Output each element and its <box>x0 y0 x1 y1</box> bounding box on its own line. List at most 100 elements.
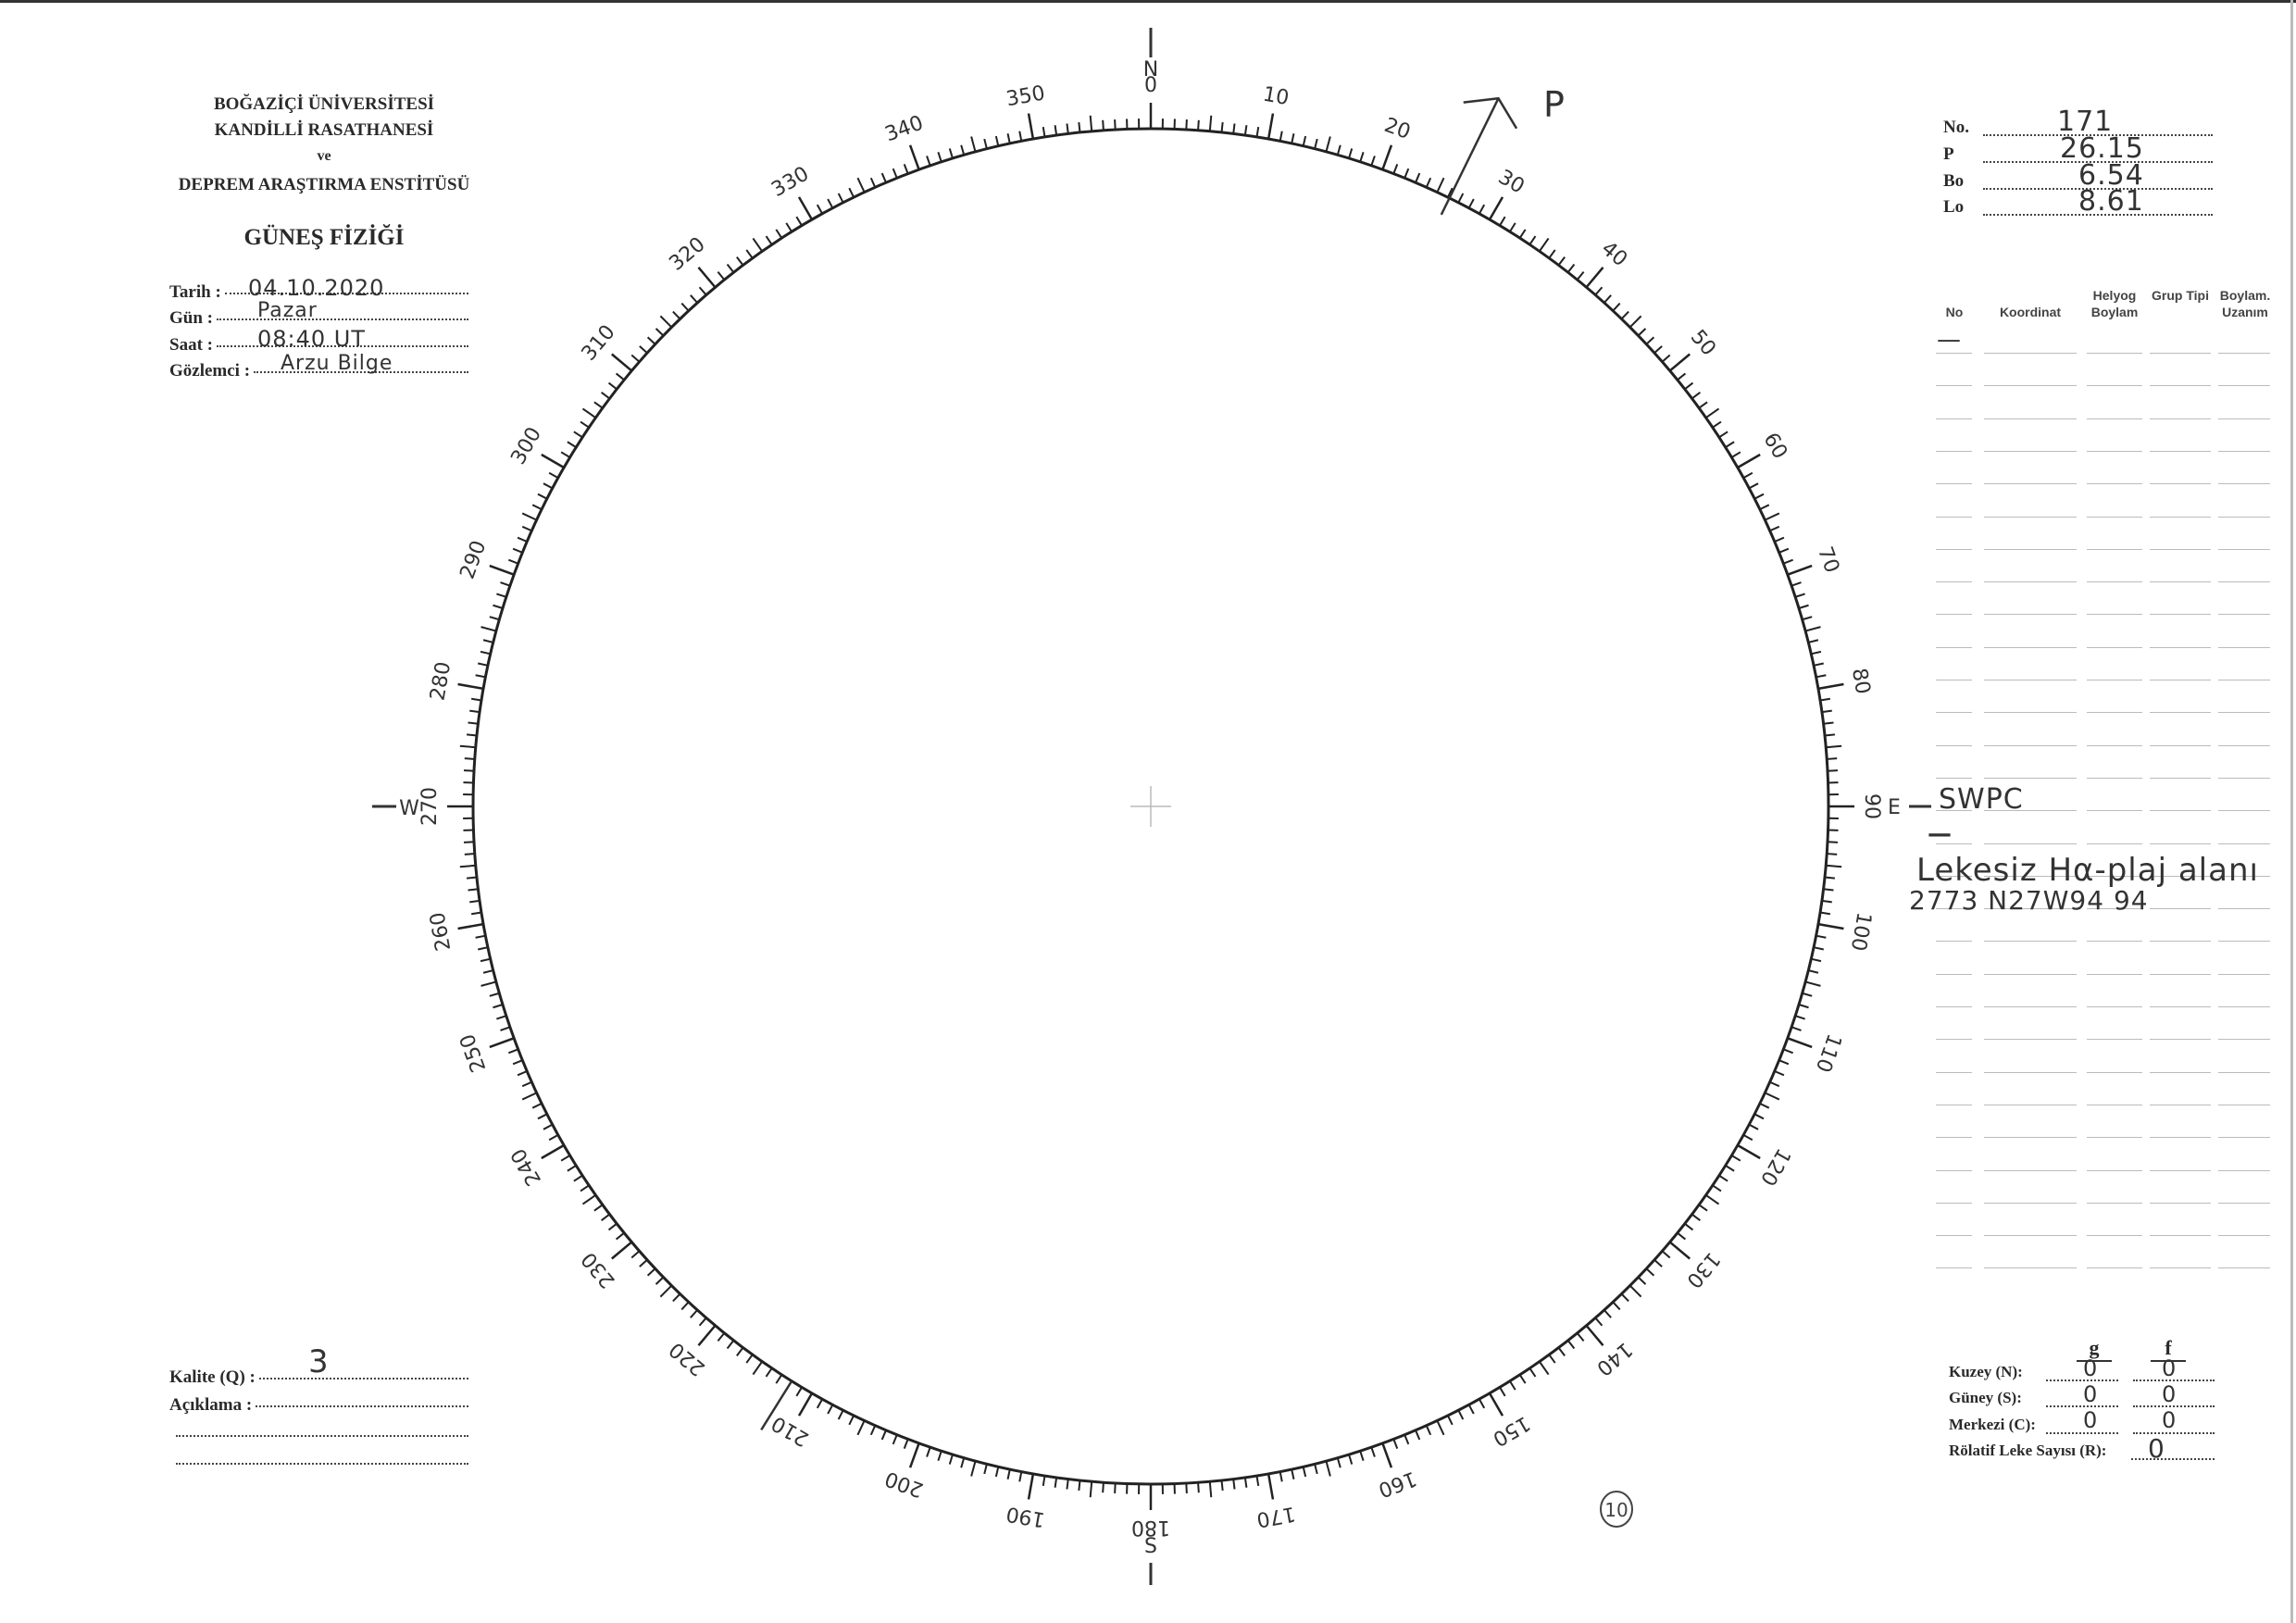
entry-swpc: SWPC <box>1939 783 2024 816</box>
col-header-group-type: Grup Tipi <box>2152 288 2209 303</box>
tick-9 <box>1255 126 1260 138</box>
table-cell-line <box>2218 1235 2270 1237</box>
tick-43 <box>1612 302 1621 312</box>
tick-357 <box>1114 119 1117 131</box>
table-cell-line <box>2150 548 2211 550</box>
tick-169 <box>1279 1471 1283 1482</box>
table-cell-line <box>2087 483 2142 485</box>
tick-63 <box>1753 493 1765 500</box>
tick-164 <box>1336 1457 1341 1468</box>
quality-value: 3 <box>308 1343 330 1380</box>
tick-40 <box>1585 267 1604 289</box>
tick-75 <box>1804 626 1821 632</box>
lo-value: 8.61 <box>2078 185 2144 218</box>
table-cell-line <box>1936 875 1972 877</box>
tick-330 <box>797 196 814 220</box>
tick-124 <box>1712 1184 1722 1192</box>
tick-60 <box>1737 453 1761 469</box>
tick-158 <box>1404 1434 1410 1445</box>
tick-254 <box>489 992 500 997</box>
tick-133 <box>1645 1267 1655 1277</box>
table-cell-line <box>2218 744 2270 746</box>
tick-351 <box>1042 126 1046 138</box>
tick-113 <box>1774 1070 1785 1077</box>
day-value: Pazar <box>257 299 318 322</box>
table-cell-line <box>1984 712 2077 714</box>
tick-310 <box>611 353 633 372</box>
tick-12 <box>1291 133 1295 144</box>
table-cell-line <box>2218 777 2270 779</box>
tick-228 <box>639 1259 648 1267</box>
tick-83 <box>1823 721 1834 725</box>
degree-label-140: 140 <box>1591 1337 1636 1380</box>
date-value: 04.10.2020 <box>248 275 385 301</box>
table-cell-line <box>2087 875 2142 877</box>
table-cell-line <box>2218 614 2270 616</box>
no-label: No. <box>1943 118 1969 137</box>
p-line <box>1983 160 2213 163</box>
tick-300 <box>541 453 565 469</box>
table-cell-line <box>1984 516 2077 518</box>
table-cell-line <box>2150 941 2211 943</box>
table-cell-line <box>2218 418 2270 419</box>
tick-257 <box>480 957 491 963</box>
tick-252 <box>496 1015 507 1020</box>
tick-131 <box>1661 1250 1671 1259</box>
table-cell-line <box>2087 744 2142 746</box>
tick-129 <box>1677 1231 1687 1241</box>
degree-label-50: 50 <box>1686 326 1720 361</box>
table-cell-line <box>2218 941 2270 943</box>
tick-134 <box>1637 1276 1647 1285</box>
tick-198 <box>937 1450 942 1461</box>
tick-302 <box>567 441 577 448</box>
tick-319 <box>698 286 707 296</box>
tick-76 <box>1808 639 1819 643</box>
tick-188 <box>1054 1477 1058 1488</box>
table-cell-line <box>1936 353 1972 354</box>
no-line <box>1983 133 2213 136</box>
table-cell-line <box>2087 941 2142 943</box>
south-g-value: 0 <box>2083 1381 2099 1407</box>
observer-field: Gözlemci : Arzu Bilge <box>169 352 468 381</box>
degree-label-10: 10 <box>1261 83 1291 110</box>
tick-86 <box>1827 757 1838 760</box>
table-cell-line <box>2087 810 2142 812</box>
tick-342 <box>937 152 942 163</box>
tick-311 <box>630 354 641 363</box>
tick-163 <box>1348 1454 1354 1465</box>
table-cell-line <box>2218 1169 2270 1171</box>
tick-128 <box>1684 1222 1694 1231</box>
tick-24 <box>1425 177 1432 188</box>
tick-153 <box>1457 1409 1465 1420</box>
tick-255 <box>480 980 497 987</box>
tick-284 <box>482 639 493 643</box>
tick-213 <box>775 1374 783 1384</box>
tick-297 <box>537 493 548 500</box>
table-cell-line <box>1984 1235 2077 1237</box>
tick-304 <box>580 420 590 429</box>
tick-59 <box>1730 451 1741 458</box>
degree-label-310: 310 <box>578 320 620 365</box>
table-cell-line <box>2218 450 2270 452</box>
note-field: Açıklama : <box>169 1395 468 1416</box>
degree-label-60: 60 <box>1758 429 1791 463</box>
table-cell-line <box>2218 1006 2270 1007</box>
tick-335 <box>856 177 866 194</box>
tick-176 <box>1197 1482 1200 1493</box>
table-cell-line <box>2218 1137 2270 1139</box>
tick-306 <box>593 401 604 409</box>
tick-349 <box>1018 131 1023 142</box>
tick-64 <box>1759 504 1770 511</box>
tick-156 <box>1425 1425 1432 1436</box>
degree-label-280: 280 <box>426 660 455 703</box>
table-cell-line <box>2218 516 2270 518</box>
tick-62 <box>1748 482 1759 490</box>
note-line-3 <box>176 1463 468 1465</box>
tick-183 <box>1114 1482 1117 1494</box>
table-cell-line <box>1936 516 1972 518</box>
tick-225 <box>659 1284 673 1298</box>
table-cell-line <box>1984 1202 2077 1204</box>
tick-214 <box>765 1367 773 1378</box>
table-cell-line <box>2218 810 2270 812</box>
tick-261 <box>470 911 482 916</box>
